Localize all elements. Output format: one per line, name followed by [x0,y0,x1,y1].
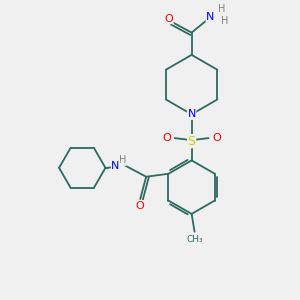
Text: O: O [212,133,221,143]
Text: O: O [136,201,145,211]
Text: H: H [119,155,126,165]
Text: O: O [163,133,171,143]
Text: CH₃: CH₃ [187,235,203,244]
Text: N: N [111,161,120,171]
Text: H: H [218,4,225,14]
Text: N: N [188,109,196,119]
Text: H: H [220,16,228,26]
Text: O: O [164,14,173,24]
Text: S: S [188,135,196,148]
Text: N: N [206,12,214,22]
